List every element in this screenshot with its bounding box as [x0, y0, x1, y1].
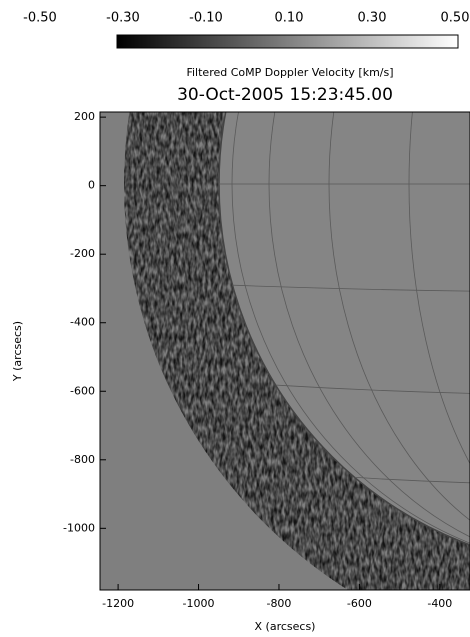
- colorbar-tick-label: 0.50: [441, 11, 470, 26]
- colorbar-tick-label: 0.30: [358, 11, 387, 26]
- colorbar: [117, 35, 458, 48]
- chart: Filtered CoMP Doppler Velocity [km/s] 30…: [0, 0, 470, 637]
- colorbar-tick-label: 0.10: [275, 11, 304, 26]
- colorbar-tick-label: -0.50: [23, 11, 57, 26]
- y-tick-label: -1000: [63, 521, 95, 534]
- y-tick-label: -400: [70, 316, 95, 329]
- colorbar-label: Filtered CoMP Doppler Velocity [km/s]: [186, 66, 393, 79]
- y-tick-label: 200: [74, 110, 95, 123]
- x-tick-label: -1000: [183, 597, 215, 610]
- y-tick-label: 0: [88, 179, 95, 192]
- x-tick-label: -600: [347, 597, 372, 610]
- colorbar-tick-label: -0.10: [189, 11, 223, 26]
- y-tick-label: -800: [70, 453, 95, 466]
- chart-title: 30-Oct-2005 15:23:45.00: [177, 85, 393, 105]
- y-axis-label: Y (arcsecs): [11, 321, 24, 382]
- x-tick-label: -1200: [102, 597, 134, 610]
- x-tick-label: -400: [427, 597, 452, 610]
- x-axis-label: X (arcsecs): [255, 620, 316, 633]
- y-tick-label: -200: [70, 247, 95, 260]
- colorbar-tick-label: -0.30: [106, 11, 140, 26]
- y-tick-label: -600: [70, 384, 95, 397]
- x-tick-label: -800: [266, 597, 291, 610]
